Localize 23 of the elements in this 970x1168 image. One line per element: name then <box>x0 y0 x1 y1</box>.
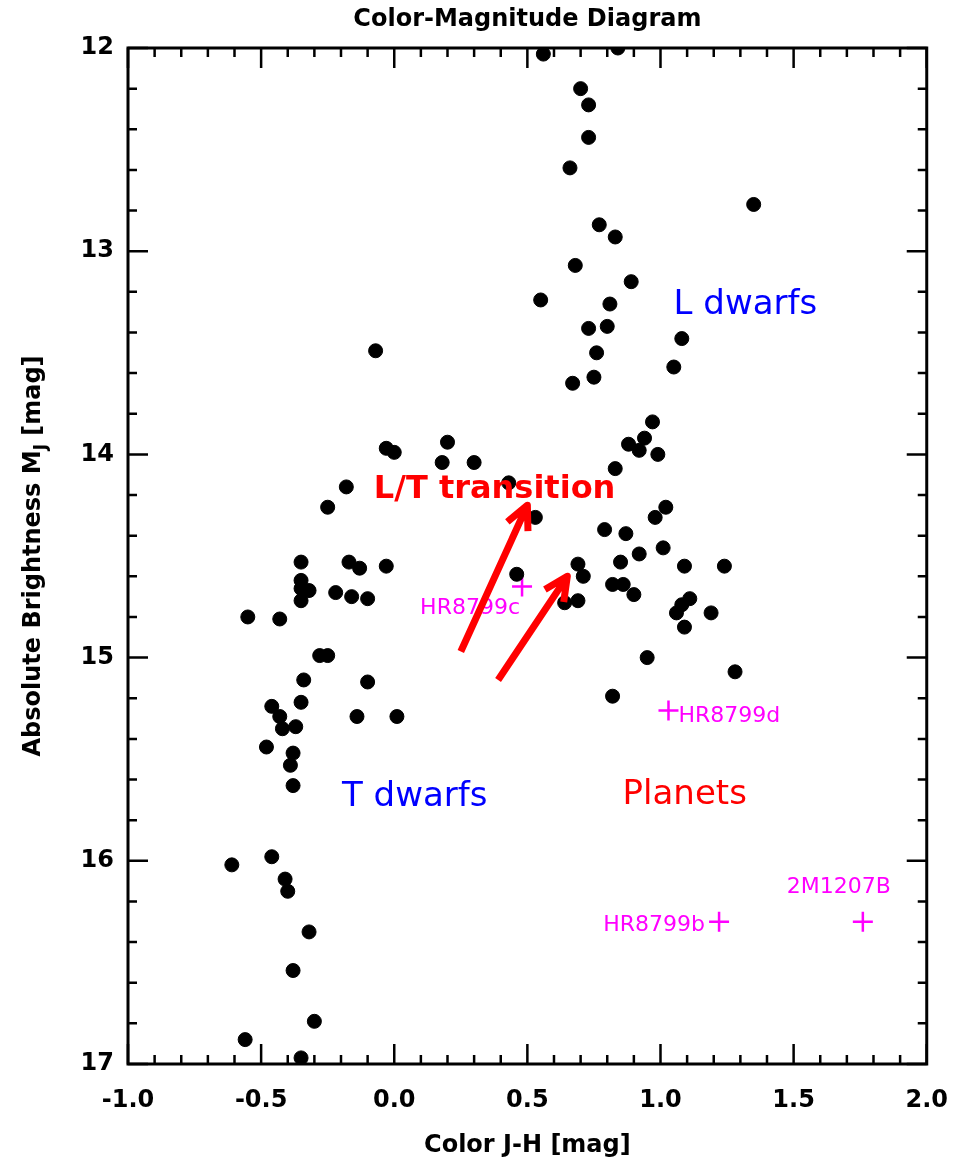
annotation: L dwarfs <box>673 281 818 322</box>
x-tick-label: -0.5 <box>234 1084 288 1113</box>
x-tick-label: 1.5 <box>772 1084 815 1113</box>
data-label: HR8799b <box>603 911 706 937</box>
x-tick-label: 2.0 <box>905 1084 948 1113</box>
data-label: HR8799d <box>678 702 781 728</box>
x-tick-label: 1.0 <box>639 1084 682 1113</box>
y-tick-label: 14 <box>80 438 114 467</box>
x-tick-label: -1.0 <box>101 1084 155 1113</box>
y-tick-label: 15 <box>80 641 114 670</box>
x-tick-label: 0.5 <box>506 1084 549 1113</box>
y-tick-label: 13 <box>80 235 114 264</box>
annotation: Planets <box>622 771 747 812</box>
chart-title: Color-Magnitude Diagram <box>353 4 702 33</box>
annotation: L/T transition <box>373 468 616 507</box>
y-tick-label: 16 <box>80 845 114 874</box>
annotation: T dwarfs <box>341 773 488 814</box>
y-tick-label: 17 <box>80 1048 114 1077</box>
x-tick-label: 0.0 <box>372 1084 416 1113</box>
x-axis-title: Color J-H [mag] <box>424 1130 631 1159</box>
y-axis-title: Absolute Brightness MJ [mag] <box>18 355 50 757</box>
y-tick-label: 12 <box>80 32 114 61</box>
data-label: 2M1207B <box>786 873 891 899</box>
